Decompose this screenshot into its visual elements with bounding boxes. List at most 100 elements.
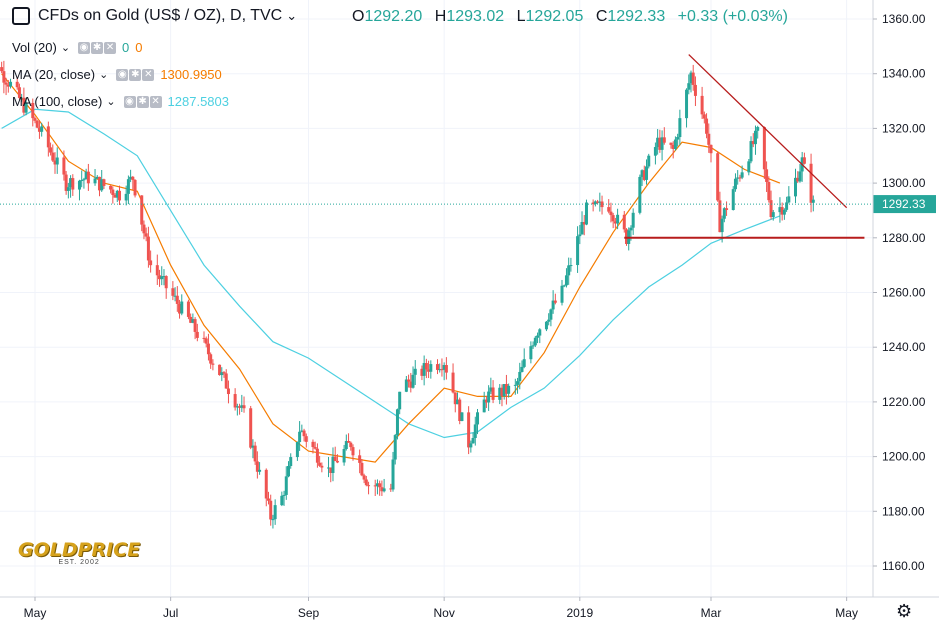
candle-body bbox=[289, 457, 293, 467]
candle-body bbox=[631, 212, 635, 228]
high-value: 1293.02 bbox=[446, 8, 505, 25]
candle-body bbox=[295, 442, 299, 458]
close-icon[interactable]: ✕ bbox=[149, 95, 162, 108]
candle-body bbox=[782, 209, 786, 215]
y-tick-label: 1200.00 bbox=[882, 450, 926, 464]
candle-body bbox=[409, 381, 413, 388]
candle-body bbox=[531, 345, 535, 347]
y-tick-label: 1300.00 bbox=[882, 176, 926, 190]
candle-body bbox=[498, 387, 502, 400]
candle-body bbox=[362, 475, 366, 480]
y-tick-label: 1360.00 bbox=[882, 12, 926, 26]
candle-body bbox=[178, 303, 182, 314]
candle-body bbox=[469, 443, 473, 448]
vol-legend-row[interactable]: Vol (20) ⌄ ◉ ✱ ✕ 0 0 bbox=[12, 40, 143, 55]
candle-body bbox=[598, 201, 602, 203]
chevron-down-icon[interactable]: ⌄ bbox=[60, 42, 71, 54]
candle-body bbox=[420, 368, 424, 376]
candle-body bbox=[351, 447, 355, 456]
candle-body bbox=[118, 190, 121, 201]
ma20-legend-row[interactable]: MA (20, close) ⌄ ◉ ✱ ✕ 1300.9950 bbox=[12, 67, 222, 82]
y-tick-label: 1280.00 bbox=[882, 231, 926, 245]
eye-icon[interactable]: ◉ bbox=[123, 95, 136, 108]
candle-body bbox=[382, 488, 386, 492]
candle-body bbox=[785, 202, 789, 210]
gear-icon[interactable]: ✱ bbox=[91, 41, 104, 54]
symbol-title[interactable]: CFDs on Gold (US$ / OZ), D, TVC bbox=[38, 7, 283, 24]
settings-gear-icon[interactable]: ⚙ bbox=[896, 601, 913, 621]
x-tick-label: May bbox=[24, 606, 47, 620]
candle-body bbox=[378, 483, 382, 488]
candle-body bbox=[271, 519, 275, 521]
candle-body bbox=[64, 174, 68, 191]
candle-body bbox=[513, 384, 517, 386]
candle-body bbox=[251, 445, 255, 448]
candle-body bbox=[367, 485, 371, 487]
candle-body bbox=[693, 84, 697, 96]
candle-body bbox=[82, 179, 86, 181]
candle-body bbox=[71, 178, 75, 190]
candle-body bbox=[700, 95, 704, 115]
candle-body bbox=[458, 399, 462, 421]
candle-body bbox=[131, 176, 135, 180]
candle-body bbox=[538, 329, 542, 336]
x-tick-label: Jul bbox=[163, 606, 178, 620]
eye-icon[interactable]: ◉ bbox=[116, 68, 129, 81]
ma100-label[interactable]: MA (100, close) bbox=[12, 94, 103, 109]
candle-body bbox=[427, 369, 431, 372]
candle-body bbox=[476, 412, 480, 425]
close-icon[interactable]: ✕ bbox=[104, 41, 117, 54]
candle-body bbox=[731, 189, 735, 210]
candle-body bbox=[751, 141, 755, 145]
candle-body bbox=[33, 118, 37, 121]
y-tick-label: 1180.00 bbox=[882, 504, 925, 518]
y-tick-label: 1240.00 bbox=[882, 340, 926, 354]
candle-body bbox=[811, 199, 815, 203]
indicator-controls[interactable]: ◉ ✱ ✕ bbox=[116, 68, 155, 81]
candle-body bbox=[740, 172, 744, 178]
candle-body bbox=[564, 275, 568, 286]
candle-body bbox=[20, 97, 24, 99]
chevron-down-icon[interactable]: ⌄ bbox=[99, 69, 109, 81]
candle-body bbox=[622, 214, 626, 230]
ma100-legend-row[interactable]: MA (100, close) ⌄ ◉ ✱ ✕ 1287.5803 bbox=[12, 94, 229, 109]
candle-body bbox=[444, 365, 448, 373]
candle-body bbox=[569, 265, 573, 267]
candle-body bbox=[456, 399, 459, 405]
candle-body bbox=[9, 81, 13, 87]
candle-body bbox=[264, 469, 268, 499]
candle-body bbox=[591, 202, 595, 205]
candle-body bbox=[300, 430, 304, 432]
chevron-down-icon[interactable]: ⌄ bbox=[106, 96, 116, 108]
indicator-controls[interactable]: ◉ ✱ ✕ bbox=[123, 95, 162, 108]
candle-body bbox=[593, 201, 597, 205]
vol-label[interactable]: Vol (20) bbox=[12, 40, 57, 55]
candle-body bbox=[487, 391, 491, 403]
candle-body bbox=[442, 365, 446, 370]
candle-body bbox=[162, 276, 166, 278]
candle-body bbox=[111, 189, 115, 195]
candle-body bbox=[333, 456, 337, 461]
candle-body bbox=[375, 483, 379, 487]
candle-body bbox=[553, 300, 557, 303]
close-icon[interactable]: ✕ bbox=[142, 68, 155, 81]
ma20-label[interactable]: MA (20, close) bbox=[12, 67, 96, 82]
candle-body bbox=[35, 120, 39, 128]
candle-body bbox=[484, 399, 488, 403]
gear-icon[interactable]: ✱ bbox=[129, 68, 142, 81]
gear-icon[interactable]: ✱ bbox=[136, 95, 149, 108]
symbol-title-row[interactable]: CFDs on Gold (US$ / OZ), D, TVC ⌄ bbox=[12, 7, 297, 25]
eye-icon[interactable]: ◉ bbox=[78, 41, 91, 54]
candle-body bbox=[129, 176, 133, 180]
candle-body bbox=[491, 387, 495, 400]
candle-body bbox=[613, 221, 617, 224]
candle-body bbox=[280, 495, 284, 506]
candle-body bbox=[191, 319, 195, 323]
candle-body bbox=[709, 144, 713, 154]
candle-body bbox=[158, 275, 162, 280]
indicator-controls[interactable]: ◉ ✱ ✕ bbox=[78, 41, 117, 54]
chevron-down-icon[interactable]: ⌄ bbox=[286, 8, 298, 23]
candle-body bbox=[4, 82, 8, 85]
